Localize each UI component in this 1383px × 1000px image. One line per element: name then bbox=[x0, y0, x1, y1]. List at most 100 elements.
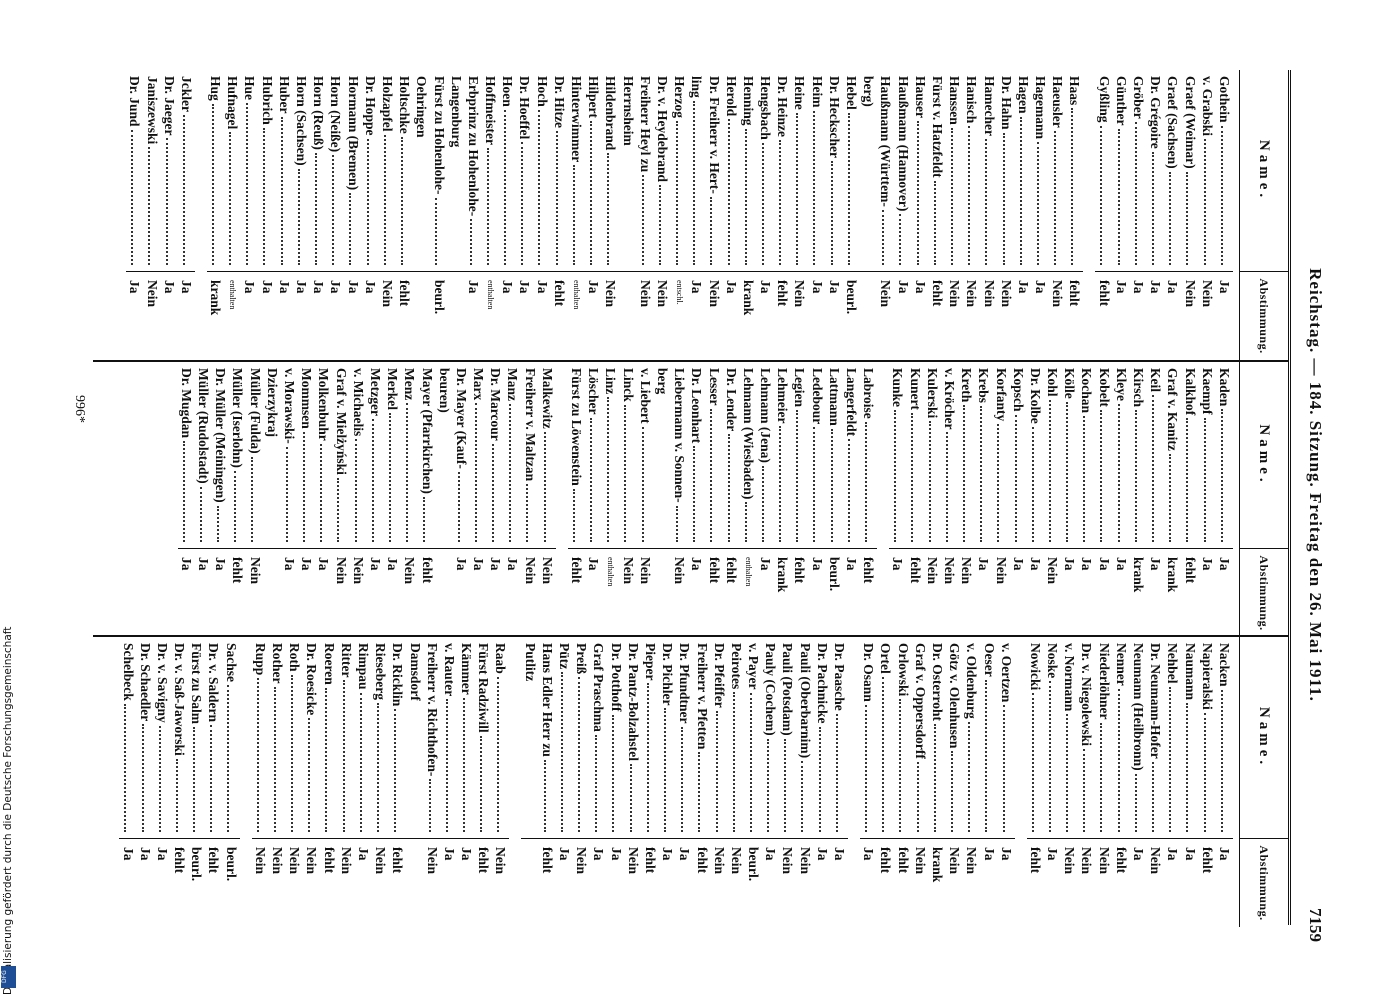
member-row: Horn (Reuß) Ja bbox=[310, 70, 328, 360]
member-name: Günther bbox=[1113, 76, 1129, 126]
member-name: Lattmann bbox=[826, 368, 842, 426]
leader-dots bbox=[182, 441, 195, 542]
leader-dots bbox=[377, 702, 390, 832]
name-cell: Kämmer bbox=[457, 637, 476, 839]
member-name: Freiherr v. Maltzan bbox=[522, 368, 538, 482]
leader-dots bbox=[710, 408, 723, 542]
name-cell: Dr. Müller (Meiningen) bbox=[212, 362, 230, 549]
member-row: Sachse beurl. bbox=[222, 637, 240, 927]
vote-cell: Ja bbox=[889, 549, 906, 637]
leader-dots bbox=[1186, 171, 1199, 265]
name-cell: Dr. v. Saldern bbox=[205, 637, 223, 839]
member-name: Graf v. Oppersdorff bbox=[912, 643, 928, 759]
member-row: Orlowski fehlt bbox=[894, 637, 912, 927]
member-row: Henning krank bbox=[739, 70, 757, 360]
leader-dots bbox=[337, 477, 350, 542]
leader-dots bbox=[1100, 410, 1113, 542]
vote-cell: Nein bbox=[711, 839, 728, 927]
member-row: Hanssen Nein bbox=[946, 70, 964, 360]
member-row: Holtschke fehlt bbox=[396, 70, 414, 360]
member-name: Dzierzykraj bbox=[264, 368, 280, 437]
vote-cell: Ja bbox=[590, 839, 607, 927]
member-row: Keil Ja bbox=[1147, 362, 1165, 637]
vote: Ja bbox=[723, 280, 739, 294]
member-row: Kaempf Ja bbox=[1198, 362, 1216, 637]
name-cell: Dr. Neumann-Hofer bbox=[1147, 637, 1165, 839]
leader-dots bbox=[985, 679, 998, 832]
name-cell: Putlitz bbox=[521, 637, 539, 839]
member-name: beuren) bbox=[436, 368, 452, 413]
leader-dots bbox=[1100, 722, 1113, 832]
member-name: Hufnagel bbox=[225, 76, 241, 130]
name-cell: berg) bbox=[860, 70, 878, 272]
name-cell: Dr. Osterroht bbox=[928, 637, 946, 839]
vote: krank bbox=[740, 280, 756, 316]
leader-dots bbox=[193, 727, 206, 832]
member-name: Rother bbox=[270, 643, 286, 684]
member-row: v. Oldenburg Nein bbox=[963, 637, 981, 927]
member-name: Korfanty bbox=[993, 368, 1009, 422]
leader-dots bbox=[813, 110, 826, 265]
leader-dots bbox=[141, 724, 154, 832]
member-name: Pieper bbox=[643, 643, 658, 681]
name-cell: Haeusler bbox=[1049, 70, 1067, 272]
member-name: Hug bbox=[208, 76, 224, 101]
vote: Nein bbox=[959, 557, 975, 584]
leader-dots bbox=[963, 405, 976, 542]
vote-cell: Ja bbox=[453, 549, 470, 637]
member-name: Dr. Jaeger bbox=[161, 76, 177, 136]
vote-cell: Nein bbox=[705, 272, 722, 360]
vote-cell: Ja bbox=[362, 272, 379, 360]
vote-cell: fehlt bbox=[1066, 272, 1083, 360]
leader-dots bbox=[354, 439, 367, 542]
member-row: Dr. Freiherr v. Hert- Nein bbox=[705, 70, 723, 360]
name-cell: Dr. Jaeger bbox=[160, 70, 178, 272]
vote: enthalten bbox=[606, 557, 616, 587]
leader-dots bbox=[1220, 125, 1233, 265]
member-name: v. Normann bbox=[1062, 643, 1078, 712]
vote-cell: Ja bbox=[585, 549, 602, 637]
name-cell: Niederlöhner bbox=[1095, 637, 1113, 839]
leader-dots bbox=[572, 488, 586, 542]
vote: Nein bbox=[144, 280, 160, 307]
leader-dots bbox=[1048, 681, 1062, 832]
name-cell: Günther bbox=[1112, 70, 1130, 272]
member-row: Huber Ja bbox=[275, 70, 293, 360]
vote-cell: Nein bbox=[539, 549, 556, 637]
table-column: Name. Abstimmung. Nacken Ja Napieralski fehlt… bbox=[93, 635, 1288, 927]
vote-cell: Nein bbox=[912, 839, 929, 927]
vote: Nein bbox=[998, 280, 1014, 307]
member-row: Dr. Ricklin fehlt bbox=[389, 637, 407, 927]
member-row: Hebel beurl. bbox=[842, 70, 861, 360]
name-cell: Graf v. Kanitz bbox=[1164, 362, 1182, 549]
member-name: v. Michaelis bbox=[350, 368, 366, 437]
name-cell: v. Oldenburg bbox=[963, 637, 981, 839]
vote-cell: Nein bbox=[797, 839, 814, 927]
name-cell: Nenner bbox=[1112, 637, 1130, 839]
name-cell: Nacken bbox=[1215, 637, 1233, 839]
member-name: Pütz bbox=[557, 643, 573, 670]
member-row: Haußmann (Hannover) Ja bbox=[894, 70, 912, 360]
member-row: Putlitz bbox=[521, 637, 539, 927]
name-cell: Dr. Heckscher bbox=[825, 70, 843, 272]
name-cell: Molkenbuhr bbox=[315, 362, 333, 549]
member-row: Dr. Osann Ja bbox=[860, 637, 878, 927]
vote: fehlt bbox=[1199, 847, 1215, 874]
member-name: Dr. v. Niegolewski bbox=[1079, 643, 1095, 747]
column-header: Name. Abstimmung. bbox=[1239, 637, 1288, 927]
vote: beurl. bbox=[826, 557, 842, 592]
vote: fehlt bbox=[775, 280, 791, 307]
leader-dots bbox=[227, 685, 240, 832]
vote-header: Abstimmung. bbox=[1257, 555, 1272, 631]
vote-cell: beurl. bbox=[745, 839, 762, 927]
leader-dots bbox=[1203, 139, 1216, 265]
vote: Ja bbox=[981, 847, 997, 861]
column-header: Name. Abstimmung. bbox=[1239, 362, 1288, 637]
name-cell: Hanisch bbox=[963, 70, 981, 272]
vote: fehlt bbox=[1113, 847, 1129, 874]
vote-table: Name. Abstimmung. Gothein Ja v. Grabski Nein G… bbox=[93, 70, 1291, 927]
name-cell: Hue bbox=[241, 70, 259, 272]
member-name: Graef (Weimar) bbox=[1182, 76, 1198, 169]
name-cell: Kölle bbox=[1061, 362, 1079, 549]
